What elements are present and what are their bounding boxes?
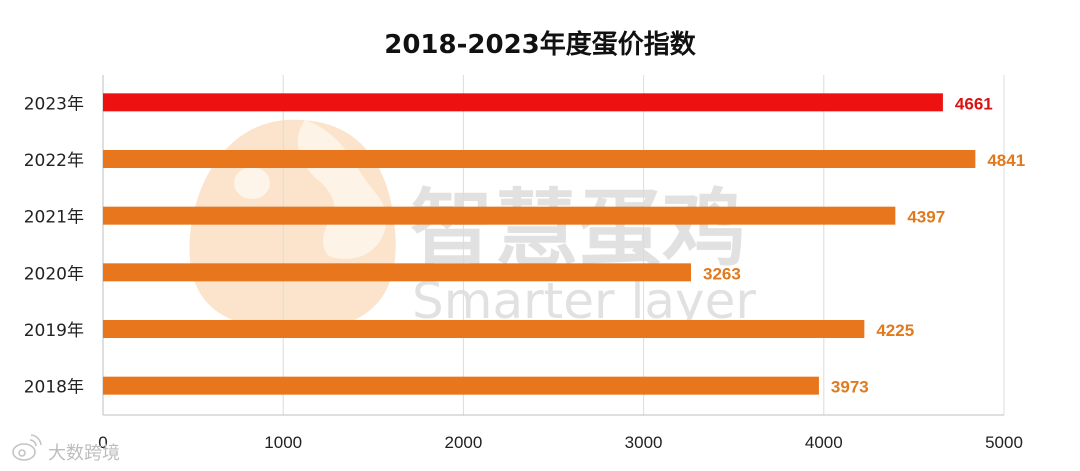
x-axis: 0 1000 2000 3000 4000 5000 (98, 75, 1023, 452)
category-labels: 2023年 2022年 2021年 2020年 2019年 2018年 (24, 94, 84, 397)
bar (103, 376, 819, 395)
x-tick-label: 2000 (444, 433, 482, 452)
x-tick-label: 0 (98, 433, 107, 452)
y-category-label: 2022年 (24, 151, 84, 171)
bar (103, 206, 896, 225)
y-category-label: 2021年 (24, 208, 84, 228)
chart-title: 2018-2023年度蛋价指数 (384, 29, 697, 60)
data-label: 4841 (987, 151, 1025, 170)
watermark-chinese-text: 智慧蛋鸡 (410, 180, 746, 278)
data-label: 3973 (831, 378, 869, 397)
bars (103, 93, 976, 395)
y-category-label: 2018年 (24, 378, 84, 398)
x-tick-label: 1000 (264, 433, 302, 452)
data-labels: 4661 4841 4397 3263 4225 3973 (703, 94, 1025, 396)
y-category-label: 2020年 (24, 264, 84, 284)
bar (103, 263, 691, 282)
data-label: 4225 (876, 321, 914, 340)
grid (282, 75, 1005, 415)
bar (103, 93, 943, 112)
data-label: 4397 (907, 208, 945, 227)
x-tick-label: 3000 (625, 433, 663, 452)
credit: 大数跨境 (12, 434, 120, 464)
x-tick-label: 5000 (985, 433, 1023, 452)
data-label: 3263 (703, 264, 741, 283)
bar (103, 320, 865, 338)
data-label: 4661 (955, 94, 993, 113)
weibo-icon (12, 434, 42, 461)
y-category-label: 2023年 (24, 94, 84, 114)
credit-text: 大数跨境 (48, 443, 120, 464)
y-category-label: 2019年 (24, 321, 84, 341)
bar (103, 150, 976, 168)
x-tick-label: 4000 (805, 433, 843, 452)
